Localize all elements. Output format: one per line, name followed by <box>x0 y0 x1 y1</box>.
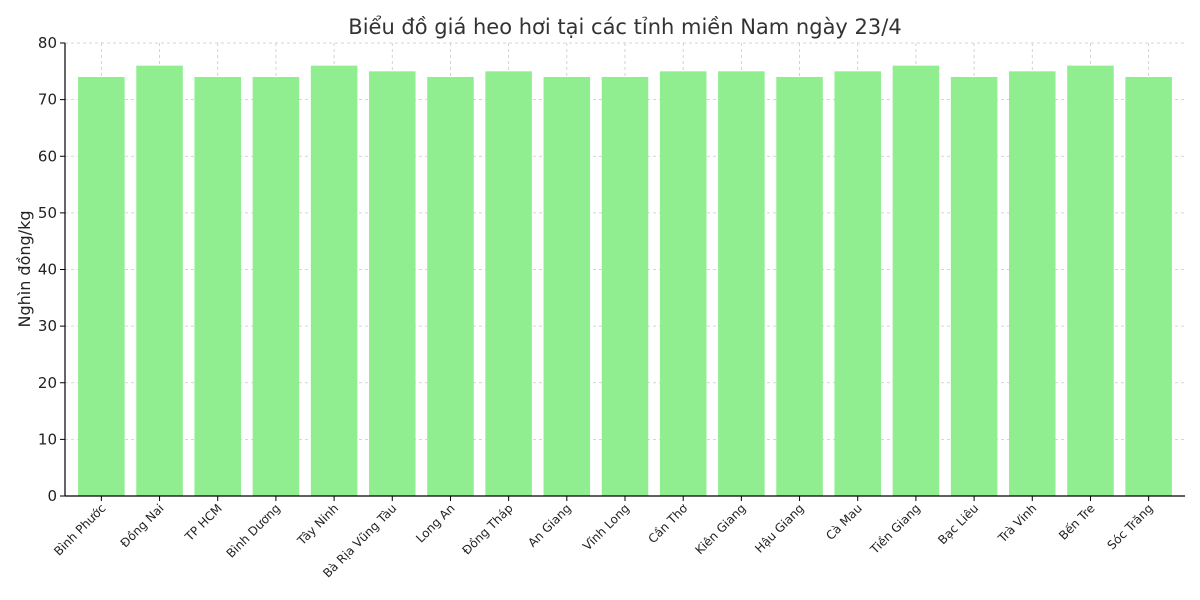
bar-5 <box>310 65 358 497</box>
y-axis-label: Nghìn đồng/kg <box>15 211 34 328</box>
x-tick-label: TP HCM <box>182 501 225 544</box>
y-tick-label: 0 <box>47 487 57 505</box>
chart-title: Biểu đồ giá heo hơi tại các tỉnh miền Na… <box>348 15 901 39</box>
x-tick-label: Kiên Giang <box>692 501 748 557</box>
x-tick-label: Tây Ninh <box>294 501 341 548</box>
y-tick-label: 50 <box>38 204 57 222</box>
bar-18 <box>1067 65 1114 497</box>
y-axis-ticks: 0 10 20 30 40 50 60 70 80 <box>38 34 65 505</box>
x-tick-label: Trà Vinh <box>995 501 1040 546</box>
x-tick-label: Vĩnh Long <box>580 501 632 553</box>
x-tick-label: Hậu Giang <box>752 501 806 555</box>
bar-17 <box>1009 71 1056 496</box>
y-tick-label: 70 <box>38 91 57 109</box>
bar-6 <box>369 71 416 496</box>
bar-2 <box>136 65 183 497</box>
bar-9 <box>543 76 591 496</box>
x-tick-label: Bến Tre <box>1056 501 1097 542</box>
x-tick-label: Bạc Liêu <box>935 501 981 547</box>
x-tick-label: Cần Thơ <box>645 501 690 546</box>
x-tick-label: Đồng Nai <box>118 501 167 550</box>
x-tick-label: Đồng Tháp <box>459 501 515 557</box>
bar-15 <box>892 65 940 497</box>
bars <box>78 65 1172 497</box>
y-tick-label: 80 <box>38 34 57 52</box>
x-tick-label: Bình Phước <box>51 501 108 558</box>
y-tick-label: 30 <box>38 317 57 335</box>
bar-13 <box>776 76 823 496</box>
bar-11 <box>659 71 707 496</box>
bar-12 <box>718 71 765 496</box>
x-tick-label: Tiền Giang <box>867 501 923 557</box>
bar-14 <box>834 71 881 496</box>
bar-3 <box>194 76 241 496</box>
bar-7 <box>427 76 474 496</box>
x-tick-label: Bình Dương <box>224 501 283 560</box>
y-tick-label: 60 <box>38 147 57 165</box>
x-tick-label: Sóc Trăng <box>1105 501 1156 552</box>
bar-8 <box>485 71 532 496</box>
y-tick-label: 40 <box>38 261 57 279</box>
x-tick-label: An Giang <box>525 501 574 550</box>
bar-4 <box>252 76 300 496</box>
bar-1 <box>78 76 125 496</box>
x-tick-label: Cà Mau <box>823 501 865 543</box>
bar-16 <box>950 76 998 496</box>
y-tick-label: 10 <box>38 430 57 448</box>
x-tick-label: Long An <box>413 501 457 545</box>
bar-10 <box>601 76 649 496</box>
bar-19 <box>1125 76 1172 496</box>
y-tick-label: 20 <box>38 374 57 392</box>
